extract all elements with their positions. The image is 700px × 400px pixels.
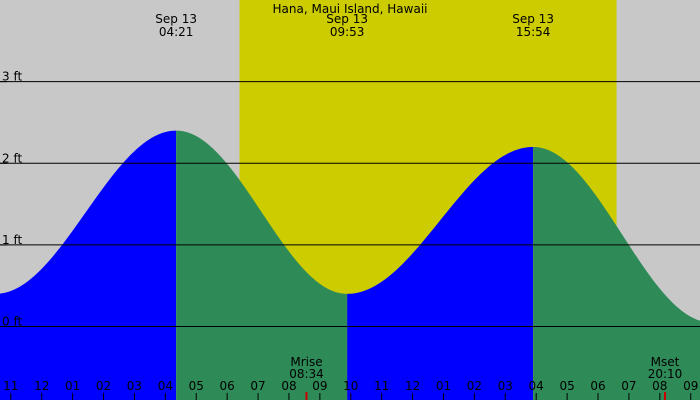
hour-label: 04 [529, 379, 544, 393]
height-label: 2 ft [2, 151, 22, 165]
hour-label: 09 [312, 379, 327, 393]
hour-label: 02 [96, 379, 111, 393]
moon-event-time: 08:34 [289, 367, 324, 381]
hour-label: 01 [436, 379, 451, 393]
tide-date-label: Sep 13 [512, 12, 554, 26]
moon-event-label: Mrise [290, 355, 322, 369]
hour-label: 06 [220, 379, 235, 393]
hour-label: 11 [374, 379, 389, 393]
hour-label: 08 [281, 379, 296, 393]
hour-label: 08 [652, 379, 667, 393]
hour-label: 05 [189, 379, 204, 393]
rising-tide-segment [347, 146, 534, 400]
hour-label: 09 [683, 379, 698, 393]
tide-areas [0, 130, 700, 400]
tide-time-label: 04:21 [159, 25, 194, 39]
hour-label: 03 [498, 379, 513, 393]
hour-label: 03 [127, 379, 142, 393]
hour-label: 07 [621, 379, 636, 393]
tide-time-label: 09:53 [330, 25, 365, 39]
hour-axis: 11 12 01 02 03 04 05 06 07 08 09 10 11 12 01 02 03 04 05 06… [3, 379, 698, 400]
tide-time-label: 15:54 [516, 25, 551, 39]
falling-tide-segment [176, 130, 348, 400]
tide-date-label: Sep 13 [326, 12, 368, 26]
hour-label: 07 [250, 379, 265, 393]
height-label: 1 ft [2, 233, 22, 247]
hour-label: 05 [559, 379, 574, 393]
rising-tide-segment [0, 130, 177, 400]
hour-label: 12 [405, 379, 420, 393]
hour-label: 04 [158, 379, 173, 393]
moon-event-time: 20:10 [648, 367, 683, 381]
hour-label: 10 [343, 379, 358, 393]
height-labels: 3 ft 2 ft 1 ft 0 ft [2, 70, 22, 329]
hour-label: 11 [3, 379, 18, 393]
height-gridlines [0, 81, 700, 328]
height-label: 3 ft [2, 70, 22, 84]
hour-label: 06 [590, 379, 605, 393]
hour-label: 02 [467, 379, 482, 393]
hour-label: 12 [34, 379, 49, 393]
tide-date-label: Sep 13 [155, 12, 197, 26]
moon-event-label: Mset [651, 355, 680, 369]
falling-tide-segment [533, 146, 700, 400]
chart-title: Hana, Maui Island, Hawaii [273, 2, 428, 16]
hour-label: 01 [65, 379, 80, 393]
height-label: 0 ft [2, 315, 22, 329]
